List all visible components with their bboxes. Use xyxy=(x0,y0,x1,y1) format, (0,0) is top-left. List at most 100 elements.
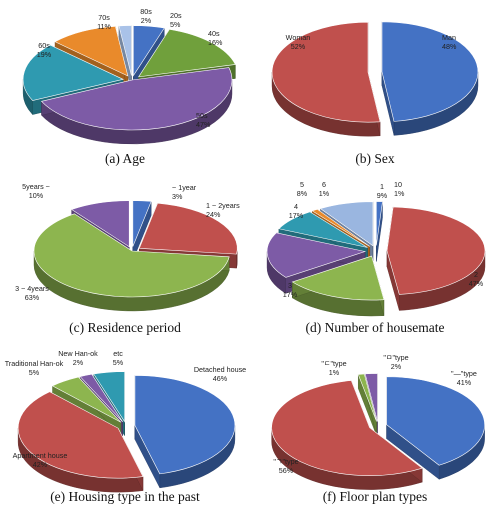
pie-slice-80s xyxy=(118,25,132,90)
slice-label-1year: ~ 1year xyxy=(172,183,197,192)
pie-slice-top-type xyxy=(364,373,378,422)
pie-slice-top-60s xyxy=(22,44,125,101)
slice-value-label-70s: 11% xyxy=(97,22,111,31)
pie-slice-top-2 xyxy=(386,206,486,295)
slice-label-woman: Woman xyxy=(286,33,311,42)
slice-label-2: 2 xyxy=(474,270,478,279)
slice-label-type: "ㄱ"type xyxy=(273,457,298,466)
pie-slice-type xyxy=(386,376,485,480)
slice-value-label-20s: 5% xyxy=(170,20,181,29)
pie-slice-3 xyxy=(291,255,385,317)
pie-slice-top-type xyxy=(271,380,423,476)
pie-slice-1year xyxy=(132,200,152,261)
pie-slice-top-apartment-house xyxy=(17,391,144,479)
chart-panel-housemate: 10 1% 2 47% 3 17% 4 17% 5 8% 6 1% 1 9% xyxy=(250,173,500,346)
slice-value-label-type: 1% xyxy=(329,368,340,377)
slice-value-label-type: 41% xyxy=(457,378,472,387)
slice-value-label-1-2years: 24% xyxy=(206,210,221,219)
slice-value-label-5: 8% xyxy=(297,189,308,198)
pie-slice-top-etc xyxy=(93,371,125,423)
slice-label-3: 3 xyxy=(288,281,292,290)
pie-slice-top-70s xyxy=(54,26,129,77)
chart-caption-sex: (b) Sex xyxy=(355,151,395,166)
slice-label-5years: 5years ~ xyxy=(22,182,50,191)
slice-label-apartment-house: Apartment house xyxy=(13,451,68,460)
pie-slice-man xyxy=(381,21,479,136)
chart-caption-housemate: (d) Number of housemate xyxy=(305,320,445,335)
slice-label-new-han-ok: New Han-ok xyxy=(58,349,98,358)
pie-slice-top-1-2years xyxy=(138,202,238,255)
pie-slice-top-1year xyxy=(132,200,152,247)
pie-slice-top-5years xyxy=(70,200,130,248)
slice-value-label-80s: 2% xyxy=(141,16,152,25)
chart-caption-age: (a) Age xyxy=(104,151,146,166)
slice-value-label-5years: 10% xyxy=(29,191,44,200)
slice-value-label-6: 1% xyxy=(319,189,330,198)
slice-value-label-4: 17% xyxy=(289,211,304,220)
slice-label-5: 5 xyxy=(300,180,304,189)
slice-value-label-woman: 52% xyxy=(291,42,306,51)
slice-label-60s: 60s xyxy=(38,41,50,50)
pie-chart-housemate: 101%247%317%417%58%61%19% xyxy=(266,180,486,317)
chart-panel-sex: Man 48% Woman 52% xyxy=(250,0,500,173)
pie-slice-top-type xyxy=(386,376,485,466)
slice-value-label-1year: 3% xyxy=(172,192,183,201)
slice-value-label-type: 2% xyxy=(391,362,402,371)
pie-slice-top-3 xyxy=(291,255,385,301)
pie-slice-3-4years xyxy=(33,213,230,312)
slice-label-type: "—"type xyxy=(451,369,477,378)
slice-label-6: 6 xyxy=(322,180,326,189)
slice-label-80s: 80s xyxy=(140,7,152,16)
slice-value-label-10: 1% xyxy=(394,189,405,198)
pie-slice-top-5 xyxy=(278,211,368,248)
pie-slice-top-6 xyxy=(311,208,370,247)
chart-caption-floorplan: (f) Floor plan types xyxy=(322,489,428,504)
slice-label-detached-house: Detached house xyxy=(194,365,246,374)
slice-value-label-1: 9% xyxy=(377,191,388,200)
chart-panel-housing: Detached house 46% Apartment house 42% Tradi… xyxy=(0,346,250,519)
pie-slice-10 xyxy=(376,201,383,262)
slice-label-40s: 40s xyxy=(208,29,220,38)
slice-value-label-40s: 16% xyxy=(208,38,223,47)
pie-slice-top-1 xyxy=(319,201,374,247)
slice-label-20s: 20s xyxy=(170,11,182,20)
chart-panel-age: 20s 5% 40s 16% 50s 47% 60s 19% 70s 11% 80s 2% xyxy=(0,0,250,173)
pie-slice-type xyxy=(357,373,377,436)
pie-slice-top-new-han-ok xyxy=(79,373,123,423)
pie-slice-top-type xyxy=(357,373,377,422)
pie-slice-top-traditional-han-ok xyxy=(51,376,122,423)
pie-slice-top-detached-house xyxy=(134,375,236,475)
pie-slice-woman xyxy=(271,21,381,137)
slice-label-50s: 50s xyxy=(196,111,208,120)
pie-slice-top-man xyxy=(381,21,479,122)
slice-value-label-60s: 19% xyxy=(37,50,52,59)
pie-slice-top-3-4years xyxy=(33,213,230,298)
pie-slice-top-50s xyxy=(40,67,233,131)
slice-value-label-detached-house: 46% xyxy=(213,374,228,383)
pie-slice-top-woman xyxy=(271,21,381,123)
slice-value-label-etc: 5% xyxy=(113,358,124,367)
chart-panel-residence: ~ 1year 3% 1 ~ 2years 24% 3 ~ 4years 63% 5year… xyxy=(0,173,250,346)
pie-slice-2 xyxy=(386,206,486,311)
slice-label-10: 10 xyxy=(394,180,402,189)
slice-label-4: 4 xyxy=(294,202,298,211)
slice-label-type: "ㄷ"type xyxy=(321,359,346,368)
chart-caption-residence: (c) Residence period xyxy=(69,320,181,335)
pie-slice-top-40s xyxy=(137,29,236,78)
chart-panel-floorplan: "—"type 41% "ㄱ"type 56% "ㄷ"type 1% "ㅁ"type 2% xyxy=(250,346,500,519)
slice-value-label-50s: 47% xyxy=(196,120,211,129)
slice-value-label-type: 56% xyxy=(279,466,294,475)
slice-label-3-4years: 3 ~ 4years xyxy=(15,284,49,293)
chart-caption-housing: (e) Housing type in the past xyxy=(50,489,200,504)
slice-value-label-apartment-house: 42% xyxy=(33,460,48,469)
slice-value-label-traditional-han-ok: 5% xyxy=(29,368,40,377)
slice-value-label-man: 48% xyxy=(442,42,457,51)
slice-value-label-3-4years: 63% xyxy=(25,293,40,302)
pie-slice-type xyxy=(271,380,423,490)
pie-slice-top-10 xyxy=(376,201,383,246)
slice-label-1-2years: 1 ~ 2years xyxy=(206,201,240,210)
